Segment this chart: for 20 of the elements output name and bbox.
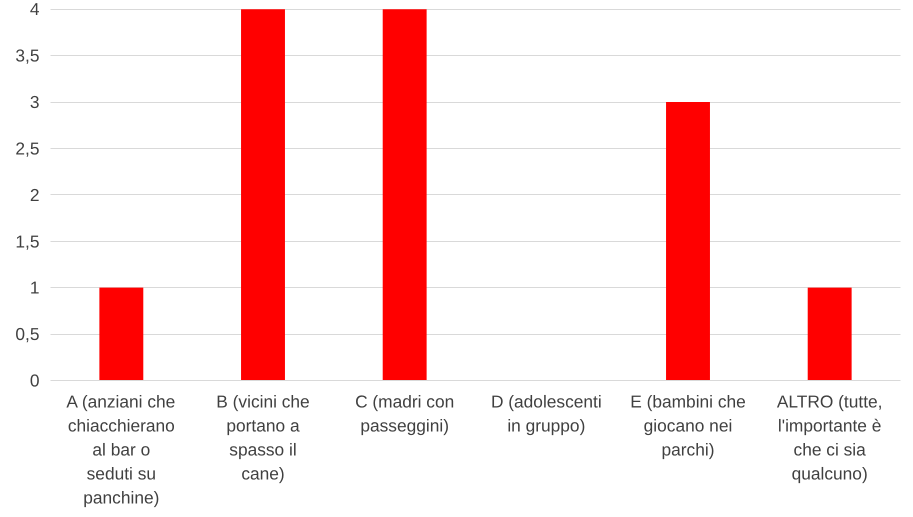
bar [241, 9, 285, 380]
y-tick-label: 1 [30, 278, 40, 298]
y-tick-label: 2 [30, 184, 40, 205]
y-tick-label: 3,5 [15, 46, 40, 66]
x-tick-label: ALTRO (tutte, l'importante è che ci sia qualcuno) [776, 392, 882, 484]
bar [99, 288, 144, 380]
bar [382, 9, 427, 380]
x-tick-label: D (adolescenti in gruppo) [490, 392, 602, 436]
x-tick-label: C (madri con passeggini) [355, 392, 454, 436]
y-tick-label: 1,5 [15, 231, 40, 252]
bar [808, 288, 852, 380]
x-tick-label: B (vicini che portano a spasso il cane) [216, 392, 310, 484]
y-tick-label: 2,5 [15, 138, 40, 158]
x-tick-label: A (anziani che chiacchierano al bar o seduti su panchine) [66, 392, 176, 508]
bar [666, 102, 710, 380]
y-tick-label: 3 [30, 92, 40, 112]
x-tick-label: E (bambini che giocano nei parchi) [630, 392, 746, 460]
y-tick-label: 0,5 [15, 324, 40, 344]
y-tick-label: 0 [30, 370, 40, 390]
y-tick-label: 4 [30, 0, 40, 20]
